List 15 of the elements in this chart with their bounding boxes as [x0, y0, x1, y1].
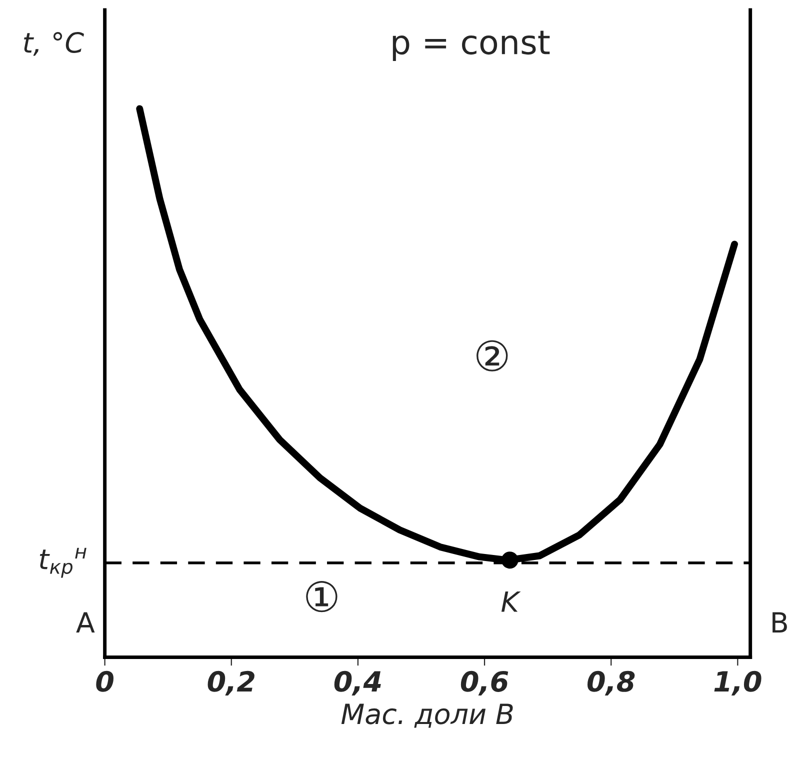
annotation: K	[501, 592, 521, 612]
annotation: ②	[476, 340, 508, 372]
x-tick-label: 0,4	[334, 670, 381, 696]
x-tick-label: 0,8	[588, 670, 635, 696]
x-tick-label: 0,2	[208, 670, 254, 696]
ref-line-label: t$_{кр}$$^{н}$	[40, 548, 86, 578]
x-tick-label: 0,6	[460, 670, 508, 696]
text: B	[772, 612, 787, 633]
annotation: ①	[306, 581, 338, 612]
x-tick-label: 1,0	[714, 670, 762, 696]
text: A	[76, 612, 95, 633]
text: p = const	[392, 30, 550, 62]
y-axis-title: t, °C	[24, 32, 84, 56]
x-tick-label: 0	[96, 670, 114, 692]
x-axis-title: Мас. доли B	[341, 704, 513, 728]
